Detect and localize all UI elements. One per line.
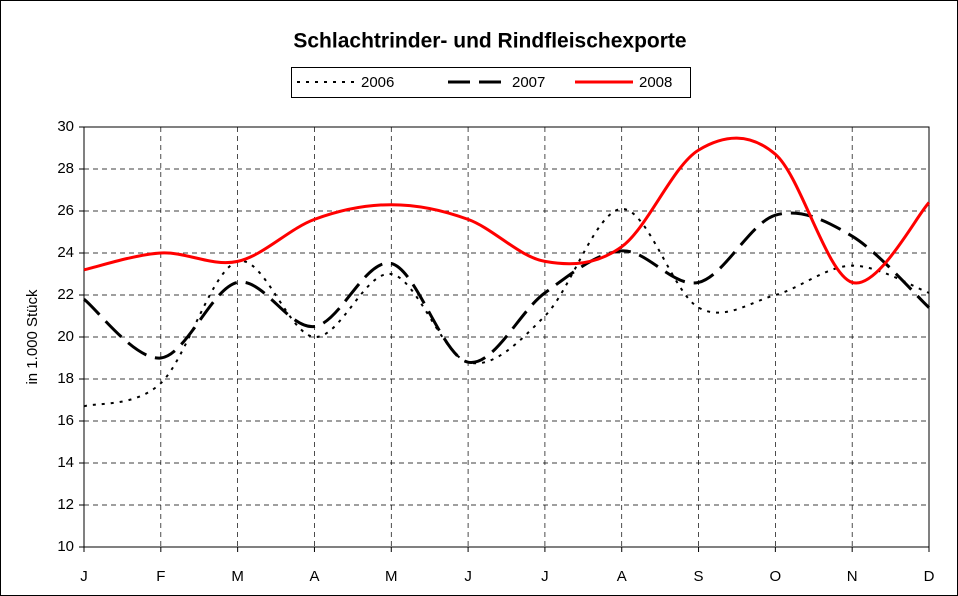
x-tick-label: J	[541, 568, 549, 585]
x-tick-label: M	[231, 568, 244, 585]
x-tick-label: F	[156, 568, 165, 585]
legend-label: 2007	[512, 74, 545, 91]
y-tick-label: 26	[57, 202, 74, 219]
x-tick-label: A	[617, 568, 627, 585]
legend-label: 2006	[361, 74, 394, 91]
y-axis-label: in 1.000 Stück	[24, 289, 41, 385]
line-series	[83, 211, 931, 364]
x-tick-label: J	[464, 568, 472, 585]
y-tick-label: 16	[57, 412, 74, 429]
plot-border	[83, 126, 930, 548]
y-tick-label: 10	[57, 538, 74, 555]
x-tick-label: O	[770, 568, 782, 585]
x-tick-label: M	[385, 568, 398, 585]
line-series	[83, 136, 931, 285]
line-series	[83, 207, 930, 408]
legend-label: 2008	[639, 74, 672, 91]
y-tick-label: 20	[57, 328, 74, 345]
y-tick-label: 24	[57, 244, 74, 261]
x-tick-label: N	[847, 568, 858, 585]
y-tick-label: 18	[57, 370, 74, 387]
x-tick-label: J	[80, 568, 88, 585]
x-tick-label: A	[309, 568, 319, 585]
y-tick-label: 12	[57, 496, 74, 513]
y-tick-label: 14	[57, 454, 74, 471]
y-tick-label: 28	[57, 160, 74, 177]
y-tick-label: 30	[57, 118, 74, 135]
chart-title: Schlachtrinder- und Rindfleischexporte	[293, 30, 686, 53]
x-tick-label: S	[694, 568, 704, 585]
x-tick-label: D	[924, 568, 935, 585]
y-tick-label: 22	[57, 286, 74, 303]
